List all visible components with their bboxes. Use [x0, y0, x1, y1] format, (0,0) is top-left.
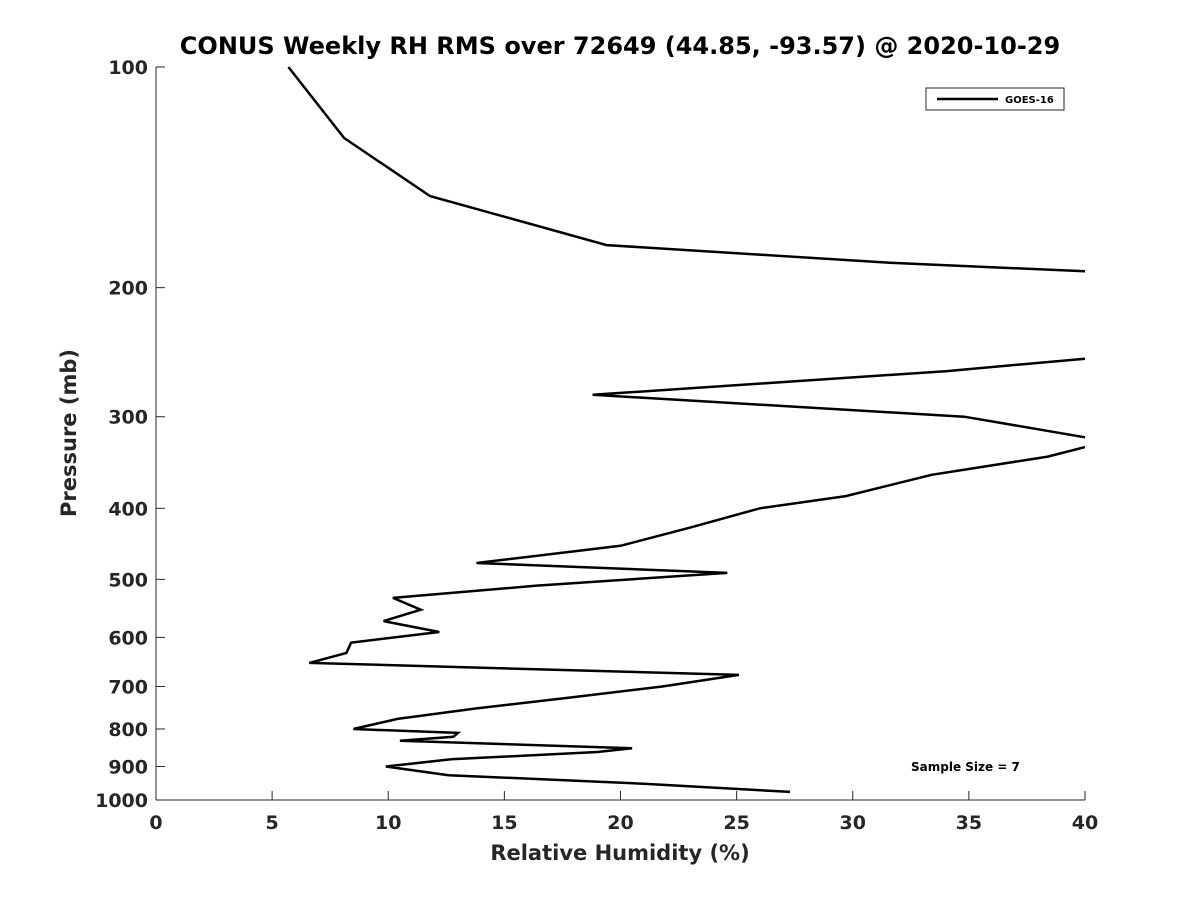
chart-title: CONUS Weekly RH RMS over 72649 (44.85, -… [180, 32, 1060, 60]
x-tick-label: 40 [1072, 812, 1098, 834]
x-tick-label: 35 [956, 812, 982, 834]
series-line-goes-16 [287, 66, 1086, 794]
x-tick-label: 20 [607, 812, 633, 834]
legend-label-goes-16: GOES-16 [1005, 95, 1054, 106]
y-tick-label: 100 [108, 57, 148, 79]
y-tick-label: 800 [108, 719, 148, 741]
plot-area [156, 67, 1085, 800]
y-tick-label: 500 [108, 569, 148, 591]
x-tick-label: 0 [149, 812, 162, 834]
y-tick-label: 700 [108, 676, 148, 698]
y-tick-label: 1000 [95, 790, 148, 812]
x-tick-label: 30 [840, 812, 866, 834]
y-axis-label: Pressure (mb) [57, 349, 81, 517]
x-tick-label: 10 [375, 812, 401, 834]
x-tick-label: 25 [723, 812, 749, 834]
y-tick-label: 600 [108, 627, 148, 649]
series-group [287, 66, 1086, 794]
x-tick-label: 15 [491, 812, 517, 834]
legend: GOES-16 [925, 87, 1065, 111]
y-tick-label: 400 [108, 498, 148, 520]
x-axis-label: Relative Humidity (%) [490, 841, 749, 865]
x-tick-label: 5 [266, 812, 279, 834]
y-tick-label: 200 [108, 278, 148, 300]
y-ticks: 100 200 300 400 500 600 700 800 900 1000 [95, 57, 165, 812]
x-ticks: 0 5 10 15 20 25 30 35 40 [149, 791, 1098, 834]
y-tick-label: 900 [108, 756, 148, 778]
y-tick-label: 300 [108, 407, 148, 429]
sample-size-annotation: Sample Size = 7 [911, 760, 1020, 774]
